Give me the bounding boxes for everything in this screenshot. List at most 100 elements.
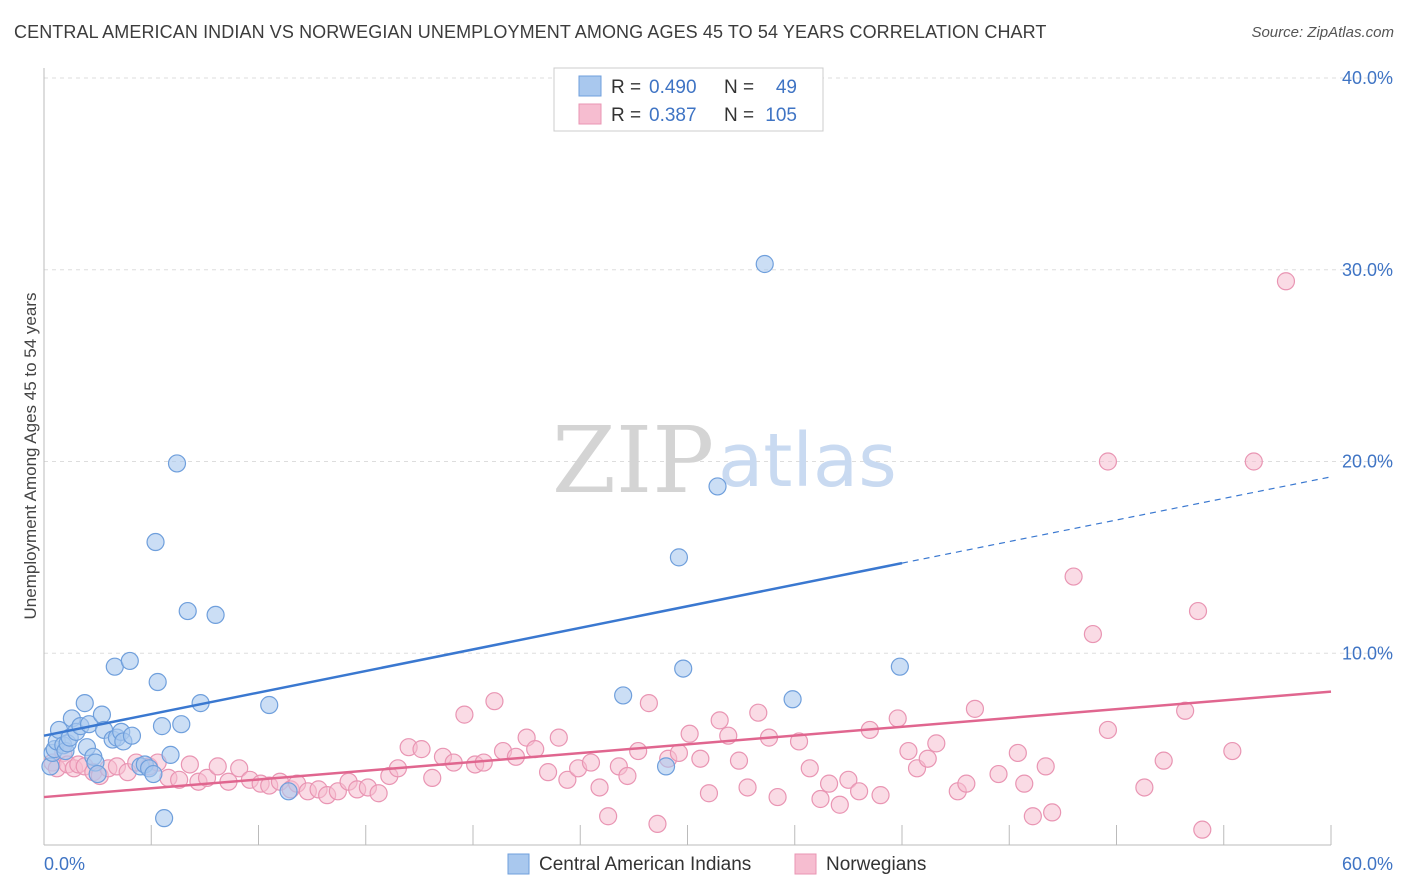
central-american-indians-point [120,651,139,671]
norwegians-point [1276,272,1296,291]
central-american-indians-point [674,659,693,678]
norwegians-point [830,795,849,814]
norwegians-point [710,711,729,730]
norwegians-point [599,807,618,826]
chart-title: CENTRAL AMERICAN INDIAN VS NORWEGIAN UNE… [14,22,1047,42]
norwegians-point [549,728,568,747]
bottom-legend-swatch-pink [794,853,817,875]
watermark-atlas: atlas [718,418,897,504]
norwegians-point [1083,624,1103,644]
norwegians-point [1043,803,1062,822]
norwegians-point [871,786,890,805]
norwegians-point [768,787,787,807]
norwegians-point [839,770,858,789]
central-american-indians-point [890,657,909,676]
norwegians-point [669,743,689,763]
norwegians-point [1135,778,1154,797]
x-ticks [150,825,1332,845]
norwegians-point [1036,757,1055,776]
norwegians-point [230,759,249,778]
legend-n-label-blue: N = [724,77,754,98]
norwegians-point [1244,452,1263,471]
norwegians-point [1176,701,1195,720]
x-tick-label-max: 60.0% [1342,854,1393,874]
central-american-indians-point [656,757,676,776]
central-american-indians-point [172,715,191,734]
norwegians-point [1098,720,1118,740]
norwegians-point [1223,741,1242,761]
norwegians-point [989,764,1008,784]
norwegians-point [1193,820,1212,839]
central-american-indians-point [122,726,142,745]
central-american-indians-point [614,686,633,705]
norwegians-point [729,751,749,770]
norwegians-point [749,703,768,722]
norwegians-points [43,272,1296,839]
legend-n-value-pink: 105 [765,105,797,126]
norwegians-point [590,778,609,797]
norwegians-point [648,814,667,834]
norwegians-point [639,694,658,713]
y-tick-label-20: 20.0% [1342,452,1393,472]
bottom-legend-label-pink: Norwegians [826,854,926,875]
norwegians-point [899,741,918,761]
y-axis-label: Unemployment Among Ages 45 to 54 years [21,293,40,620]
central-american-indians-point [178,601,197,621]
norwegians-point [1064,567,1083,586]
y-tick-label-30: 30.0% [1342,260,1393,280]
y-tick-label-10: 10.0% [1342,643,1393,663]
norwegians-point [455,705,474,724]
norwegians-point [957,774,976,793]
norwegians-point [180,755,199,774]
norwegians-point [927,734,946,753]
norwegians-point [699,784,719,803]
norwegians-point [680,724,699,743]
source-credit: Source: ZipAtlas.com [1251,24,1394,41]
norwegians-point [1008,743,1027,763]
norwegians-point [965,699,985,718]
legend-r-value-blue: 0.490 [649,77,697,98]
norwegians-point [1188,601,1208,621]
central-american-indians-point [206,605,225,625]
stats-legend: R = 0.490 N = 49 R = 0.387 N = 105 [553,67,824,132]
norwegians-point [1154,751,1173,770]
y-tick-labels: 10.0% 20.0% 30.0% 40.0% [1342,68,1393,663]
watermark-zip: ZIP [552,407,714,514]
norwegians-point [1023,807,1042,826]
norwegians-point [485,692,504,711]
norwegians-point [1098,452,1118,471]
central-american-indians-points [41,254,909,828]
central-american-indians-point [75,694,94,713]
norwegians-point [819,774,839,793]
norwegians-point [581,753,601,772]
legend-n-label-pink: N = [724,105,754,126]
series-legend: Central American Indians Norwegians [507,853,926,875]
norwegians-point [412,740,431,759]
norwegians-point [738,778,757,797]
norwegians-point [800,759,819,778]
norwegians-point [369,784,388,803]
central-american-indians-point [155,809,174,828]
central-american-indians-point [260,695,279,715]
norwegians-point [538,763,558,782]
legend-r-label-pink: R = [611,105,641,126]
x-tick-label-min: 0.0% [44,854,85,874]
gridlines [44,77,1391,654]
norwegians-point [618,766,637,786]
norwegians-point [691,749,710,768]
norwegians-point [208,757,227,776]
central-american-indians-point [144,764,163,784]
norwegians-point [423,768,442,787]
central-american-indians-point [148,672,167,692]
y-tick-label-40: 40.0% [1342,68,1393,88]
norwegians-point [789,732,809,751]
central-american-indians-point [92,705,112,724]
central-american-indians-point [152,717,172,736]
central-american-indians-point [146,532,165,552]
trend-lines [43,476,1332,799]
legend-r-label-blue: R = [611,77,641,98]
pink-trend-line [43,690,1332,799]
norwegians-point [1015,774,1034,793]
central-american-indians-point [279,782,298,801]
norwegians-point [888,709,907,728]
